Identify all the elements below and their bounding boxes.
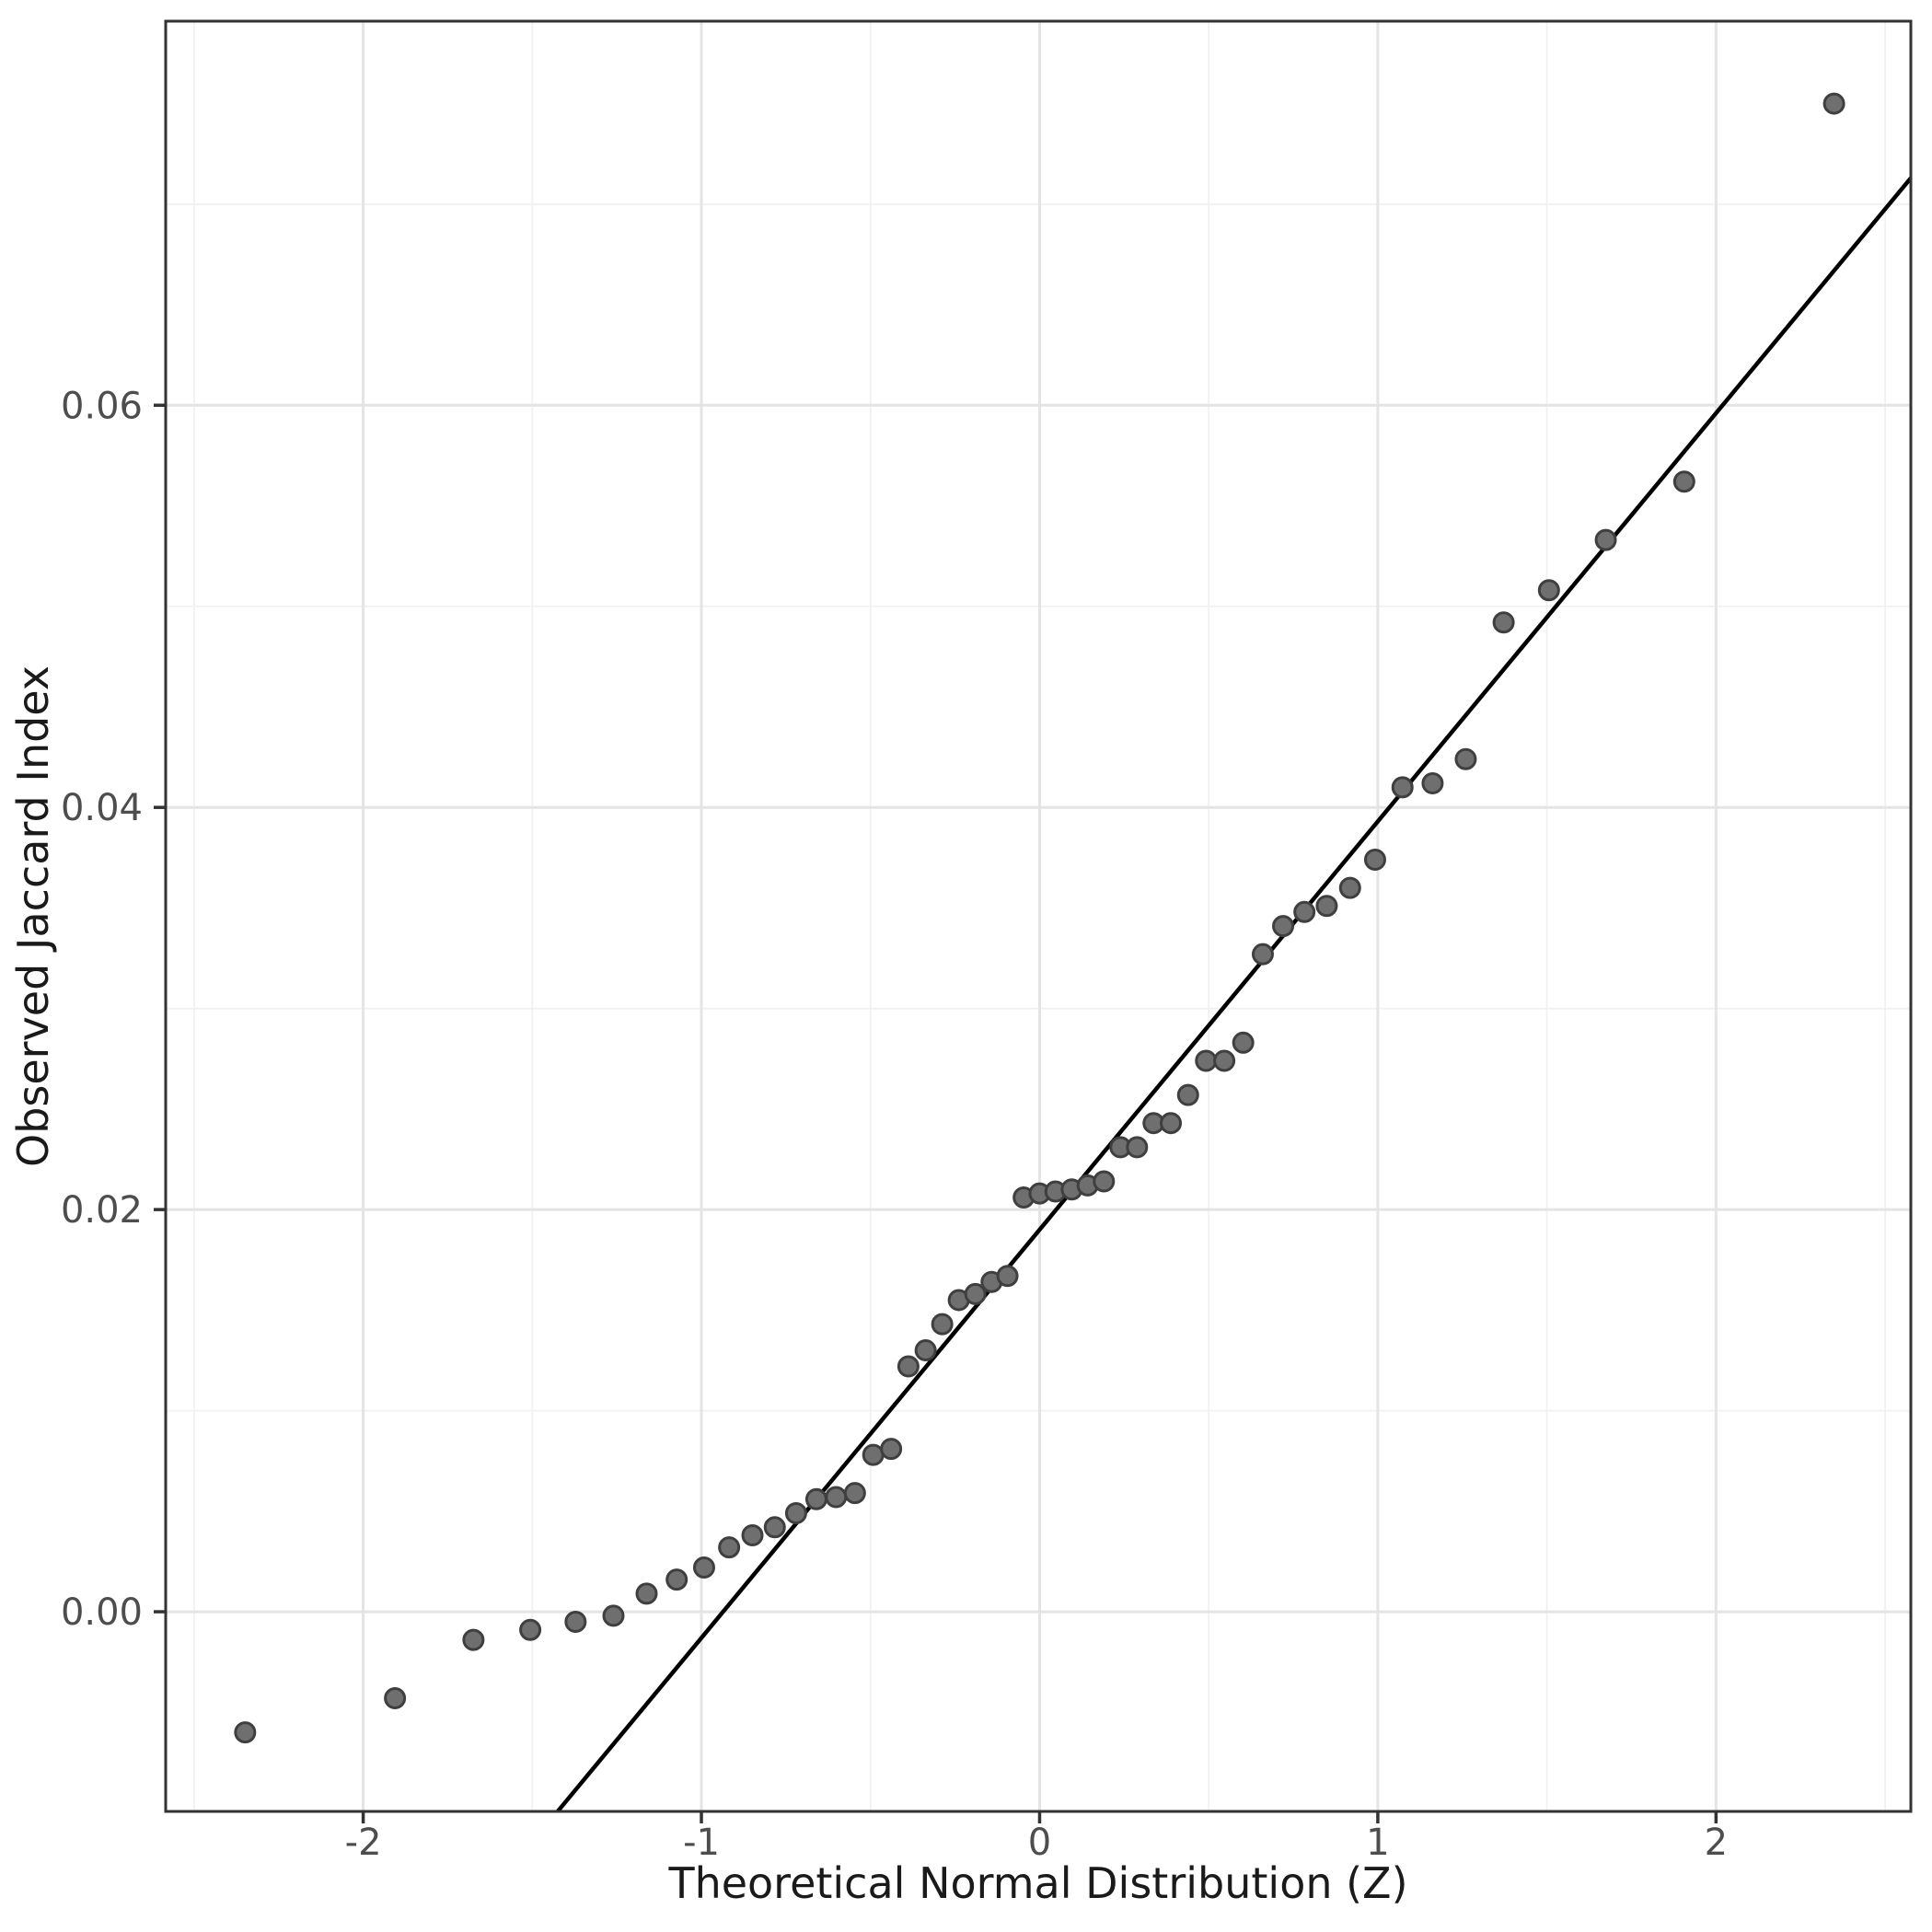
- data-point: [665, 1568, 688, 1591]
- data-point: [763, 1516, 786, 1539]
- x-axis-tick-labels: -2 -1 0 1 2: [345, 1822, 1728, 1864]
- x-tick-label: 1: [1366, 1822, 1389, 1864]
- data-point: [234, 1721, 257, 1744]
- data-point: [519, 1618, 542, 1641]
- data-points-layer: [234, 92, 1845, 1744]
- data-point: [1315, 895, 1338, 918]
- data-point: [804, 1487, 827, 1510]
- data-point: [741, 1524, 764, 1547]
- x-tick-label: 0: [1028, 1822, 1051, 1864]
- data-point: [1537, 579, 1560, 602]
- data-point: [1363, 849, 1386, 872]
- data-point: [1195, 1049, 1218, 1072]
- x-axis-title: Theoretical Normal Distribution (Z): [667, 1858, 1407, 1908]
- data-point: [1160, 1112, 1183, 1135]
- data-point: [1492, 611, 1515, 634]
- data-point: [462, 1628, 485, 1651]
- axis-ticks: [154, 403, 1718, 1823]
- y-tick-label: 0.06: [61, 385, 143, 427]
- data-point: [1272, 915, 1295, 938]
- data-point: [1293, 900, 1316, 923]
- data-point: [384, 1687, 407, 1710]
- data-point: [635, 1582, 658, 1605]
- y-tick-label: 0.00: [61, 1591, 143, 1634]
- data-point: [692, 1556, 715, 1579]
- data-point: [996, 1265, 1019, 1288]
- data-point: [718, 1536, 741, 1559]
- data-point: [1672, 470, 1695, 493]
- data-point: [1126, 1136, 1149, 1159]
- x-tick-label: -1: [683, 1822, 720, 1864]
- qq-reference-line-layer: [556, 176, 1913, 1813]
- data-point: [1421, 771, 1444, 794]
- data-point: [1822, 92, 1845, 115]
- data-point: [1232, 1031, 1255, 1054]
- data-point: [1391, 776, 1414, 799]
- data-point: [862, 1443, 885, 1466]
- y-axis-title: Observed Jaccard Index: [8, 665, 58, 1167]
- x-tick-label: 2: [1705, 1822, 1728, 1864]
- x-tick-label: -2: [345, 1822, 382, 1864]
- data-point: [914, 1339, 937, 1362]
- data-point: [897, 1355, 920, 1378]
- data-point: [880, 1438, 903, 1461]
- data-point: [931, 1313, 954, 1336]
- data-point: [825, 1486, 848, 1509]
- y-tick-label: 0.02: [61, 1189, 143, 1232]
- major-gridlines: [166, 21, 1911, 1811]
- data-point: [564, 1610, 587, 1633]
- data-point: [1454, 747, 1477, 770]
- qq-reference-line: [556, 176, 1913, 1813]
- data-point: [1251, 943, 1274, 966]
- data-point: [1093, 1170, 1116, 1193]
- data-point: [1594, 528, 1617, 551]
- y-axis-tick-labels: 0.00 0.02 0.04 0.06: [61, 385, 143, 1634]
- data-point: [1338, 876, 1361, 899]
- data-point: [1176, 1083, 1199, 1106]
- data-point: [602, 1604, 625, 1627]
- data-point: [964, 1282, 987, 1305]
- data-point: [1213, 1049, 1236, 1072]
- y-tick-label: 0.04: [61, 787, 143, 829]
- data-point: [843, 1482, 866, 1505]
- data-point: [784, 1502, 807, 1525]
